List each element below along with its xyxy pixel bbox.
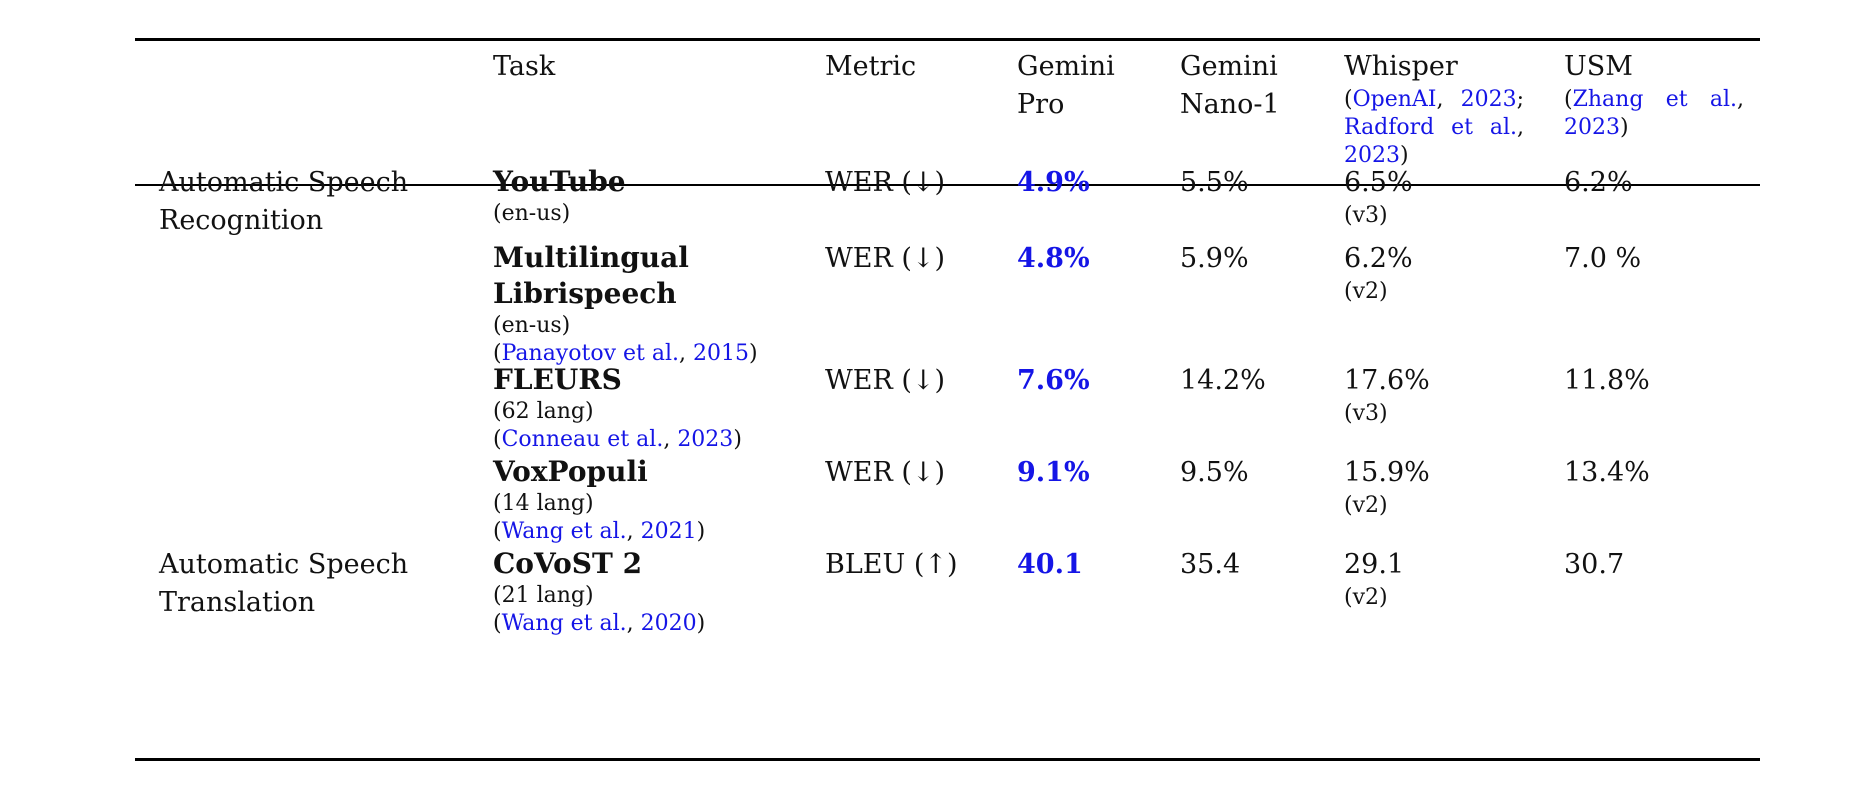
task-multilingual-librispeech: Multilingual Librispeech (en-us) (Panayo… — [493, 240, 803, 368]
task-voxpopuli: VoxPopuli (14 lang) (Wang et al., 2021) — [493, 454, 803, 546]
usm-value: 30.7 — [1564, 549, 1625, 580]
task-covost2: CoVoST 2 (21 lang) (Wang et al., 2020) — [493, 546, 803, 638]
task-name: CoVoST 2 — [493, 547, 643, 580]
citation-year-link[interactable]: 2021 — [640, 519, 697, 544]
citation-year-link[interactable]: 2023 — [1564, 115, 1620, 140]
task-name: VoxPopuli — [493, 455, 648, 488]
usm-value: 7.0 % — [1564, 243, 1642, 274]
category-ast-line1: Automatic Speech — [159, 549, 409, 580]
citation-year-link[interactable]: 2015 — [693, 341, 749, 366]
whisper-value: 15.9% (v2) — [1344, 454, 1524, 520]
gemini-nano-value: 5.9% — [1180, 243, 1249, 274]
whisper-version: (v3) — [1344, 401, 1388, 426]
bottom-rule — [135, 758, 1760, 761]
citation-year-link[interactable]: 2023 — [1460, 87, 1517, 112]
task-subtitle: (14 lang) — [493, 491, 594, 516]
category-ast-line2: Translation — [159, 587, 316, 618]
header-gemini-nano: Gemini Nano-1 — [1180, 48, 1330, 124]
task-name: YouTube — [493, 165, 626, 198]
whisper-score: 6.2% — [1344, 243, 1413, 274]
gemini-nano-value: 35.4 — [1180, 549, 1241, 580]
task-youtube: YouTube (en-us) — [493, 164, 803, 228]
whisper-score: 17.6% — [1344, 365, 1430, 396]
header-gemini-pro-line2: Pro — [1017, 89, 1065, 120]
category-asr-line1: Automatic Speech — [159, 167, 409, 198]
citation-link[interactable]: Zhang et al. — [1572, 87, 1737, 112]
gemini-pro-value: 4.8% — [1017, 243, 1090, 274]
citation-link[interactable]: Panayotov et al. — [501, 341, 679, 366]
task-name-line2: Librispeech — [493, 277, 677, 310]
citation-link[interactable]: Wang et al. — [501, 611, 627, 636]
task-name: FLEURS — [493, 363, 622, 396]
metric: BLEU (↑) — [825, 549, 958, 580]
whisper-score: 15.9% — [1344, 457, 1430, 488]
task-subtitle: (en-us) — [493, 201, 571, 226]
usm-value: 13.4% — [1564, 457, 1650, 488]
category-asr: Automatic Speech Recognition — [159, 164, 469, 240]
citation-link[interactable]: Wang et al. — [501, 519, 627, 544]
citation-year-link[interactable]: 2020 — [640, 611, 697, 636]
metric: WER (↓) — [825, 365, 946, 396]
header-gemini-pro: Gemini Pro — [1017, 48, 1167, 124]
gemini-nano-value: 5.5% — [1180, 167, 1249, 198]
whisper-value: 6.5% (v3) — [1344, 164, 1524, 230]
whisper-score: 29.1 — [1344, 549, 1405, 580]
citation-year-link[interactable]: 2023 — [677, 427, 734, 452]
whisper-value: 29.1 (v2) — [1344, 546, 1524, 612]
citation-link[interactable]: Radford et al. — [1344, 115, 1517, 140]
category-asr-line2: Recognition — [159, 205, 324, 236]
whisper-version: (v3) — [1344, 203, 1388, 228]
header-whisper: Whisper (OpenAI, 2023; Radford et al., 2… — [1344, 48, 1524, 170]
whisper-version: (v2) — [1344, 493, 1388, 518]
gemini-pro-value: 40.1 — [1017, 549, 1083, 580]
usm-value: 11.8% — [1564, 365, 1650, 396]
gemini-nano-value: 14.2% — [1180, 365, 1266, 396]
whisper-version: (v2) — [1344, 585, 1388, 610]
header-gemini-nano-line2: Nano-1 — [1180, 89, 1280, 120]
whisper-score: 6.5% — [1344, 167, 1413, 198]
header-whisper-name: Whisper — [1344, 51, 1458, 82]
gemini-pro-value: 7.6% — [1017, 365, 1090, 396]
top-rule — [135, 38, 1760, 41]
task-subtitle: (en-us) — [493, 313, 571, 338]
header-rule — [135, 184, 1760, 186]
whisper-version: (v2) — [1344, 279, 1388, 304]
header-gemini-pro-line1: Gemini — [1017, 51, 1115, 82]
citation-year-link[interactable]: 2023 — [1344, 143, 1400, 168]
whisper-value: 17.6% (v3) — [1344, 362, 1524, 428]
header-usm-name: USM — [1564, 51, 1633, 82]
metric: WER (↓) — [825, 167, 946, 198]
metric: WER (↓) — [825, 457, 946, 488]
whisper-value: 6.2% (v2) — [1344, 240, 1524, 306]
header-whisper-citation: (OpenAI, 2023; Radford et al., 2023) — [1344, 87, 1524, 168]
header-usm-citation: (Zhang et al., 2023) — [1564, 87, 1744, 140]
usm-value: 6.2% — [1564, 167, 1633, 198]
gemini-nano-value: 9.5% — [1180, 457, 1249, 488]
header-usm: USM (Zhang et al., 2023) — [1564, 48, 1744, 142]
gemini-pro-value: 4.9% — [1017, 167, 1090, 198]
citation-link[interactable]: OpenAI — [1352, 87, 1437, 112]
task-citation: (Wang et al., 2020) — [493, 611, 706, 636]
header-metric: Metric — [825, 51, 917, 82]
header-gemini-nano-line1: Gemini — [1180, 51, 1278, 82]
task-subtitle: (21 lang) — [493, 583, 594, 608]
task-citation: (Panayotov et al., 2015) — [493, 341, 758, 366]
header-task: Task — [493, 51, 556, 82]
category-ast: Automatic Speech Translation — [159, 546, 469, 622]
task-fleurs: FLEURS (62 lang) (Conneau et al., 2023) — [493, 362, 803, 454]
gemini-pro-value: 9.1% — [1017, 457, 1090, 488]
task-citation: (Wang et al., 2021) — [493, 519, 706, 544]
task-citation: (Conneau et al., 2023) — [493, 427, 742, 452]
metric: WER (↓) — [825, 243, 946, 274]
task-subtitle: (62 lang) — [493, 399, 594, 424]
task-name-line1: Multilingual — [493, 241, 689, 274]
citation-link[interactable]: Conneau et al. — [501, 427, 664, 452]
